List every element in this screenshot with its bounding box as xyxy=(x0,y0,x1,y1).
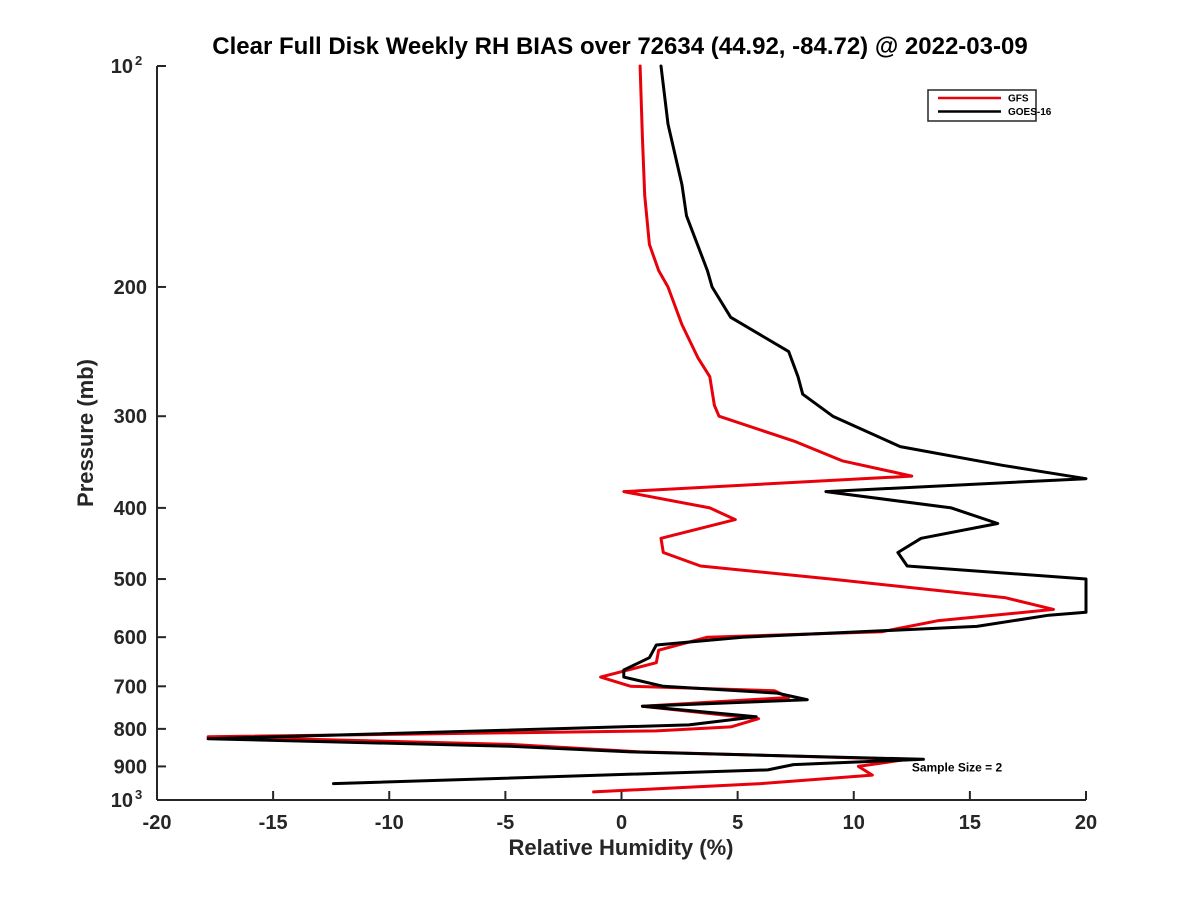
y-tick-label: 700 xyxy=(114,676,147,698)
y-tick-exponent: 2 xyxy=(135,53,142,68)
y-tick-label: 300 xyxy=(114,406,147,428)
annotation-layer: Sample Size = 2 xyxy=(912,760,1003,774)
x-tick-label: 0 xyxy=(616,812,627,834)
y-tick-label: 10 xyxy=(111,56,133,78)
x-tick-label: -10 xyxy=(375,812,404,834)
legend: GFS GOES-16 xyxy=(927,89,1052,122)
x-tick-label: 20 xyxy=(1075,812,1097,834)
y-tick-label: 200 xyxy=(114,277,147,299)
y-tick-label: 400 xyxy=(114,498,147,520)
y-tick-label: 800 xyxy=(114,719,147,741)
legend-label: GFS xyxy=(1008,94,1029,105)
series-layer xyxy=(206,64,1088,794)
legend-box xyxy=(927,89,1037,122)
x-tick-label: -20 xyxy=(143,812,172,834)
series-line-goes-16 xyxy=(206,64,1088,786)
x-tick-label: 15 xyxy=(959,812,981,834)
x-tick-label: 10 xyxy=(843,812,865,834)
x-tick-label: -5 xyxy=(496,812,514,834)
y-tick-label: 600 xyxy=(114,627,147,649)
chart-title: Clear Full Disk Weekly RH BIAS over 7263… xyxy=(212,33,1027,60)
y-tick-exponent: 3 xyxy=(135,787,142,802)
y-tick-label: 500 xyxy=(114,569,147,591)
x-tick-label: 5 xyxy=(732,812,743,834)
y-tick-label: 10 xyxy=(111,790,133,812)
legend-label: GOES-16 xyxy=(1008,107,1052,118)
sample-size-annotation: Sample Size = 2 xyxy=(912,760,1003,774)
y-tick-label: 900 xyxy=(114,756,147,778)
y-axis-label: Pressure (mb) xyxy=(73,359,98,507)
x-tick-label: -15 xyxy=(259,812,288,834)
x-axis-label: Relative Humidity (%) xyxy=(509,835,734,860)
